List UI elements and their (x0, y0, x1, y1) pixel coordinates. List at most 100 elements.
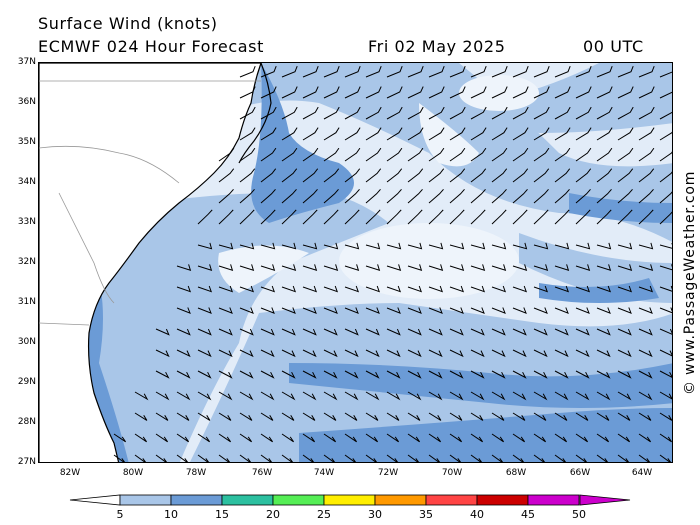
wind-barb (407, 127, 424, 141)
wind-barb (575, 147, 592, 162)
wind-barb (617, 106, 634, 120)
wind-barb (407, 349, 422, 358)
wind-barb (596, 106, 613, 120)
wind-barb (344, 242, 360, 250)
wind-barb (239, 454, 252, 462)
wind-barb (281, 127, 298, 141)
wind-barb (281, 188, 297, 204)
wind-barb (449, 264, 465, 271)
wind-barb (617, 307, 632, 314)
lat-label: 31N (17, 297, 36, 307)
wind-barb (491, 391, 506, 401)
wind-barb (491, 285, 507, 293)
wind-barb (491, 349, 506, 358)
wind-barb (302, 209, 318, 225)
wind-barb (449, 433, 463, 443)
wind-barb (386, 433, 400, 443)
wind-barb (386, 307, 401, 314)
wind-barb (323, 307, 338, 314)
wind-barb (512, 307, 527, 314)
wind-barb (218, 209, 234, 225)
wind-barb (638, 209, 654, 225)
wind-barb (134, 412, 148, 421)
wind-barb (323, 328, 338, 336)
wind-barb (533, 391, 548, 401)
wind-barb (659, 370, 672, 378)
wind-barb (575, 66, 592, 78)
wind-barb (302, 86, 319, 99)
wind-barb (554, 188, 570, 204)
wind-barb (575, 127, 592, 141)
wind-barb (554, 349, 569, 358)
wind-barb (386, 66, 403, 78)
wind-barb (596, 147, 613, 162)
wind-map (38, 62, 673, 463)
wind-barb (512, 412, 526, 421)
wind-barb (428, 307, 443, 314)
lon-label: 68W (505, 468, 527, 478)
wind-barb (638, 285, 654, 293)
wind-barb (554, 147, 571, 162)
wind-speed-legend (69, 494, 631, 506)
wind-barb (365, 127, 382, 141)
wind-barb (575, 86, 592, 99)
wind-barb (596, 86, 613, 99)
wind-barb (239, 188, 255, 204)
wind-barb (365, 349, 380, 358)
lat-label: 32N (17, 257, 36, 267)
wind-barb (470, 127, 487, 141)
wind-barb (659, 412, 672, 421)
wind-barb (260, 370, 275, 379)
wind-barb (449, 127, 466, 141)
wind-barb (302, 147, 319, 162)
wind-barb (344, 106, 361, 120)
wind-barb (302, 106, 319, 120)
lon-label: 82W (59, 468, 81, 478)
wind-barb (554, 86, 571, 99)
lon-label: 66W (569, 468, 591, 478)
wind-barb (302, 370, 317, 379)
wind-barb (155, 391, 170, 401)
legend-bin (527, 494, 580, 506)
wind-barb (260, 66, 277, 78)
wind-barb (575, 412, 589, 421)
wind-barb (554, 66, 571, 78)
wind-barb (323, 433, 337, 443)
wind-barb (365, 188, 381, 204)
wind-barb (260, 188, 276, 204)
wind-barb (407, 106, 424, 120)
wind-barb (659, 285, 672, 292)
wind-barb (449, 454, 462, 462)
wind-barb (176, 412, 190, 421)
wind-barb (281, 168, 298, 183)
wind-barb (260, 209, 276, 225)
wind-barb (407, 454, 420, 462)
legend-bin (323, 494, 376, 506)
wind-barb (596, 391, 611, 401)
wind-barb (470, 242, 486, 250)
wind-barb (344, 454, 357, 462)
wind-barb (281, 147, 298, 162)
wind-barb (554, 264, 570, 271)
wind-barb (365, 264, 381, 271)
wind-barb (617, 242, 633, 250)
wind-barb (386, 86, 403, 99)
wind-barb (491, 127, 508, 141)
lon-label: 70W (441, 468, 463, 478)
wind-barb (176, 328, 191, 336)
wind-barb (533, 285, 549, 293)
legend-bin (476, 494, 529, 506)
wind-barb (512, 66, 529, 78)
wind-barb (239, 127, 256, 141)
wind-barb (659, 191, 672, 204)
wind-barb (470, 454, 483, 462)
wind-barb (218, 391, 233, 401)
wind-barb (197, 391, 212, 401)
wind-barb (365, 285, 381, 293)
wind-barb (575, 106, 592, 120)
wind-barb (470, 106, 487, 120)
wind-barb (344, 127, 361, 141)
wind-barb (617, 127, 634, 141)
legend-bin (221, 494, 274, 506)
wind-barb (260, 454, 273, 462)
